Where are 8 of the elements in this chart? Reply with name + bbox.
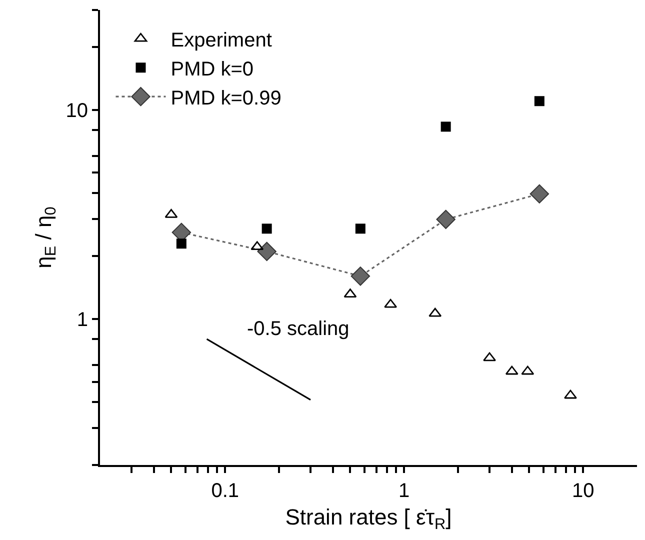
x-tick-label: 10 <box>572 480 594 502</box>
legend-label: PMD k=0 <box>170 58 254 80</box>
x-tick-label: 1 <box>398 480 410 502</box>
annotation: -0.5 scaling <box>247 318 350 340</box>
legend-label: PMD k=0.99 <box>170 87 282 110</box>
legend-label: Experiment <box>170 29 272 52</box>
x-axis-title: Strain rates [ ε̇τ$_{R}$] <box>285 504 452 534</box>
x-tick-label: 0.1 <box>211 480 240 502</box>
